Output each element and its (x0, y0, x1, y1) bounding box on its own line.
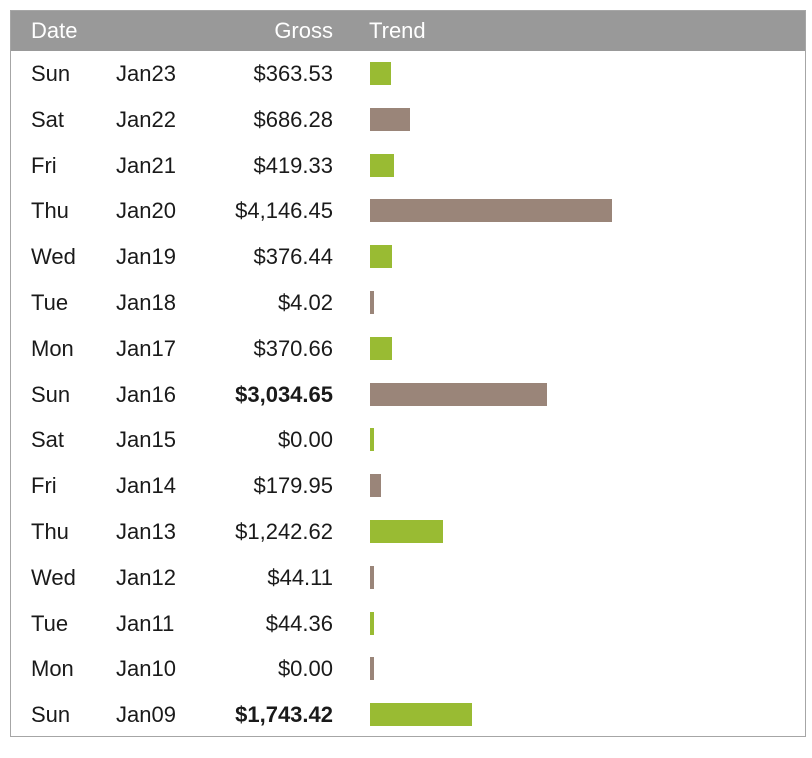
row-day: Sun (31, 381, 71, 407)
row-gross: $1,743.42 (235, 702, 333, 728)
header-date: Date (31, 18, 78, 43)
row-gross: $44.11 (267, 564, 333, 590)
row-day: Thu (31, 198, 69, 224)
row-day: Wed (31, 244, 76, 270)
row-date: Jan22 (116, 106, 176, 132)
trend-bar (370, 336, 392, 360)
row-gross: $419.33 (253, 152, 333, 178)
row-gross: $179.95 (253, 473, 333, 499)
table-row: Sun Jan16 $3,034.65 (11, 372, 805, 418)
row-date: Jan21 (116, 152, 176, 178)
row-date: Jan10 (116, 656, 176, 682)
table-row: Sun Jan09 $1,743.42 (11, 692, 805, 738)
table-row: Thu Jan13 $1,242.62 (11, 509, 805, 555)
row-day: Tue (31, 290, 69, 315)
header-trend: Trend (369, 18, 426, 43)
trend-bar (370, 62, 392, 85)
table-row: Mon Jan10 $0.00 (11, 646, 805, 692)
row-date: Jan18 (116, 290, 176, 315)
trend-bar (370, 611, 374, 635)
gross-trend-table: Date Gross Trend Sun Jan23 $363.53 Sat Jan22… (10, 10, 806, 737)
row-date: Jan17 (116, 335, 176, 361)
row-gross: $376.44 (253, 244, 333, 270)
trend-bar (370, 382, 548, 406)
row-day: Sat (31, 106, 65, 132)
trend-bar (370, 474, 381, 498)
trend-bar (370, 520, 443, 543)
row-date: Jan14 (116, 473, 176, 499)
row-date: Jan09 (116, 702, 176, 728)
row-gross: $4,146.45 (235, 198, 333, 224)
row-date: Jan19 (116, 244, 176, 270)
row-date: Jan11 (116, 610, 175, 636)
row-date: Jan12 (116, 564, 176, 590)
table-row: Wed Jan19 $376.44 (11, 234, 805, 280)
row-date: Jan23 (116, 61, 176, 86)
row-day: Fri (31, 152, 57, 178)
row-day: Fri (31, 473, 57, 499)
table-row: Thu Jan20 $4,146.45 (11, 188, 805, 234)
row-day: Sun (31, 702, 71, 728)
row-day: Mon (31, 335, 74, 361)
trend-bar (370, 107, 411, 131)
trend-bar (370, 657, 374, 681)
header-gross: Gross (274, 18, 333, 43)
row-gross: $1,242.62 (235, 519, 333, 544)
trend-bar (370, 199, 612, 223)
row-gross: $370.66 (253, 335, 333, 361)
table-row: Fri Jan14 $179.95 (11, 463, 805, 509)
table-row: Tue Jan18 $4.02 (11, 280, 805, 326)
row-gross: $686.28 (253, 106, 333, 132)
trend-bar (370, 703, 472, 727)
row-gross: $3,034.65 (235, 381, 333, 407)
row-day: Thu (31, 519, 69, 544)
trend-bar (370, 565, 374, 589)
row-gross: $0.00 (277, 427, 333, 453)
row-gross: $4.02 (277, 290, 333, 315)
table-row: Sun Jan23 $363.53 (11, 51, 805, 97)
row-date: Jan20 (116, 198, 176, 224)
row-day: Sat (31, 427, 65, 453)
table-row: Wed Jan12 $44.11 (11, 555, 805, 601)
row-date: Jan15 (116, 427, 176, 453)
table-row: Sat Jan22 $686.28 (11, 97, 805, 143)
table-row: Tue Jan11 $44.36 (11, 601, 805, 647)
trend-bar (370, 428, 374, 452)
row-date: Jan13 (116, 519, 176, 544)
trend-bar (370, 153, 395, 177)
row-day: Mon (31, 656, 74, 682)
table-header: Date Gross Trend (11, 11, 805, 51)
table-row: Mon Jan17 $370.66 (11, 326, 805, 372)
trend-bar (370, 291, 374, 314)
row-day: Sun (31, 61, 71, 86)
row-gross: $363.53 (253, 61, 333, 86)
trend-bar (370, 245, 392, 269)
row-date: Jan16 (116, 381, 176, 407)
row-day: Tue (31, 610, 69, 636)
row-gross: $44.36 (265, 610, 333, 636)
table-row: Fri Jan21 $419.33 (11, 143, 805, 189)
row-day: Wed (31, 564, 76, 590)
table-row: Sat Jan15 $0.00 (11, 417, 805, 463)
row-gross: $0.00 (277, 656, 333, 682)
